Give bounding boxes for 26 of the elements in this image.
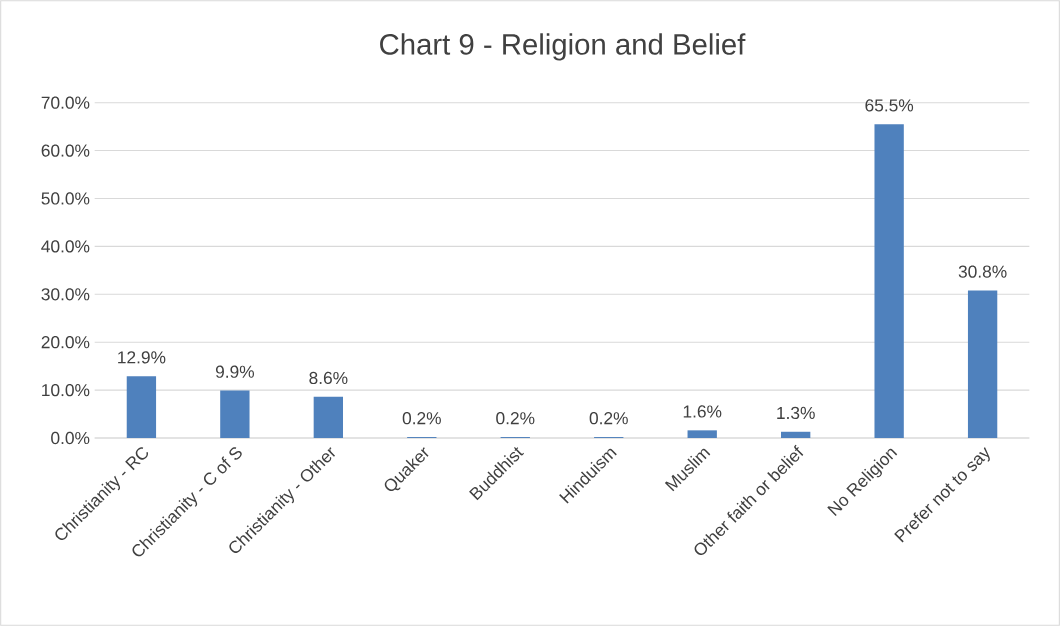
y-tick-label: 40.0% bbox=[41, 240, 90, 253]
y-tick-label: 30.0% bbox=[41, 288, 90, 301]
chart-title: Chart 9 - Religion and Belief bbox=[380, 33, 746, 61]
data-label: 8.6% bbox=[309, 371, 348, 385]
data-label: 0.2% bbox=[402, 412, 441, 425]
bar bbox=[687, 430, 717, 438]
y-tick-label: 50.0% bbox=[41, 192, 90, 205]
bar bbox=[220, 390, 250, 438]
bar bbox=[967, 290, 998, 438]
y-tick-label: 70.0% bbox=[41, 96, 90, 109]
bar bbox=[874, 124, 904, 438]
data-label: 30.8% bbox=[958, 265, 1007, 278]
y-tick-label: 10.0% bbox=[42, 383, 90, 397]
y-tick-label: 0.0% bbox=[51, 431, 90, 445]
y-tick-label: 20.0% bbox=[41, 336, 90, 349]
bar bbox=[313, 396, 344, 438]
data-label: 0.2% bbox=[496, 412, 535, 425]
data-label: 1.6% bbox=[683, 405, 722, 418]
bar bbox=[126, 376, 157, 438]
data-label: 65.5% bbox=[865, 99, 914, 112]
data-label: 12.9% bbox=[118, 351, 166, 364]
data-label: 0.2% bbox=[589, 412, 628, 425]
data-label: 9.9% bbox=[215, 365, 255, 378]
y-tick-label: 60.0% bbox=[41, 144, 90, 157]
data-label: 1.3% bbox=[777, 406, 815, 420]
bar bbox=[781, 431, 811, 438]
